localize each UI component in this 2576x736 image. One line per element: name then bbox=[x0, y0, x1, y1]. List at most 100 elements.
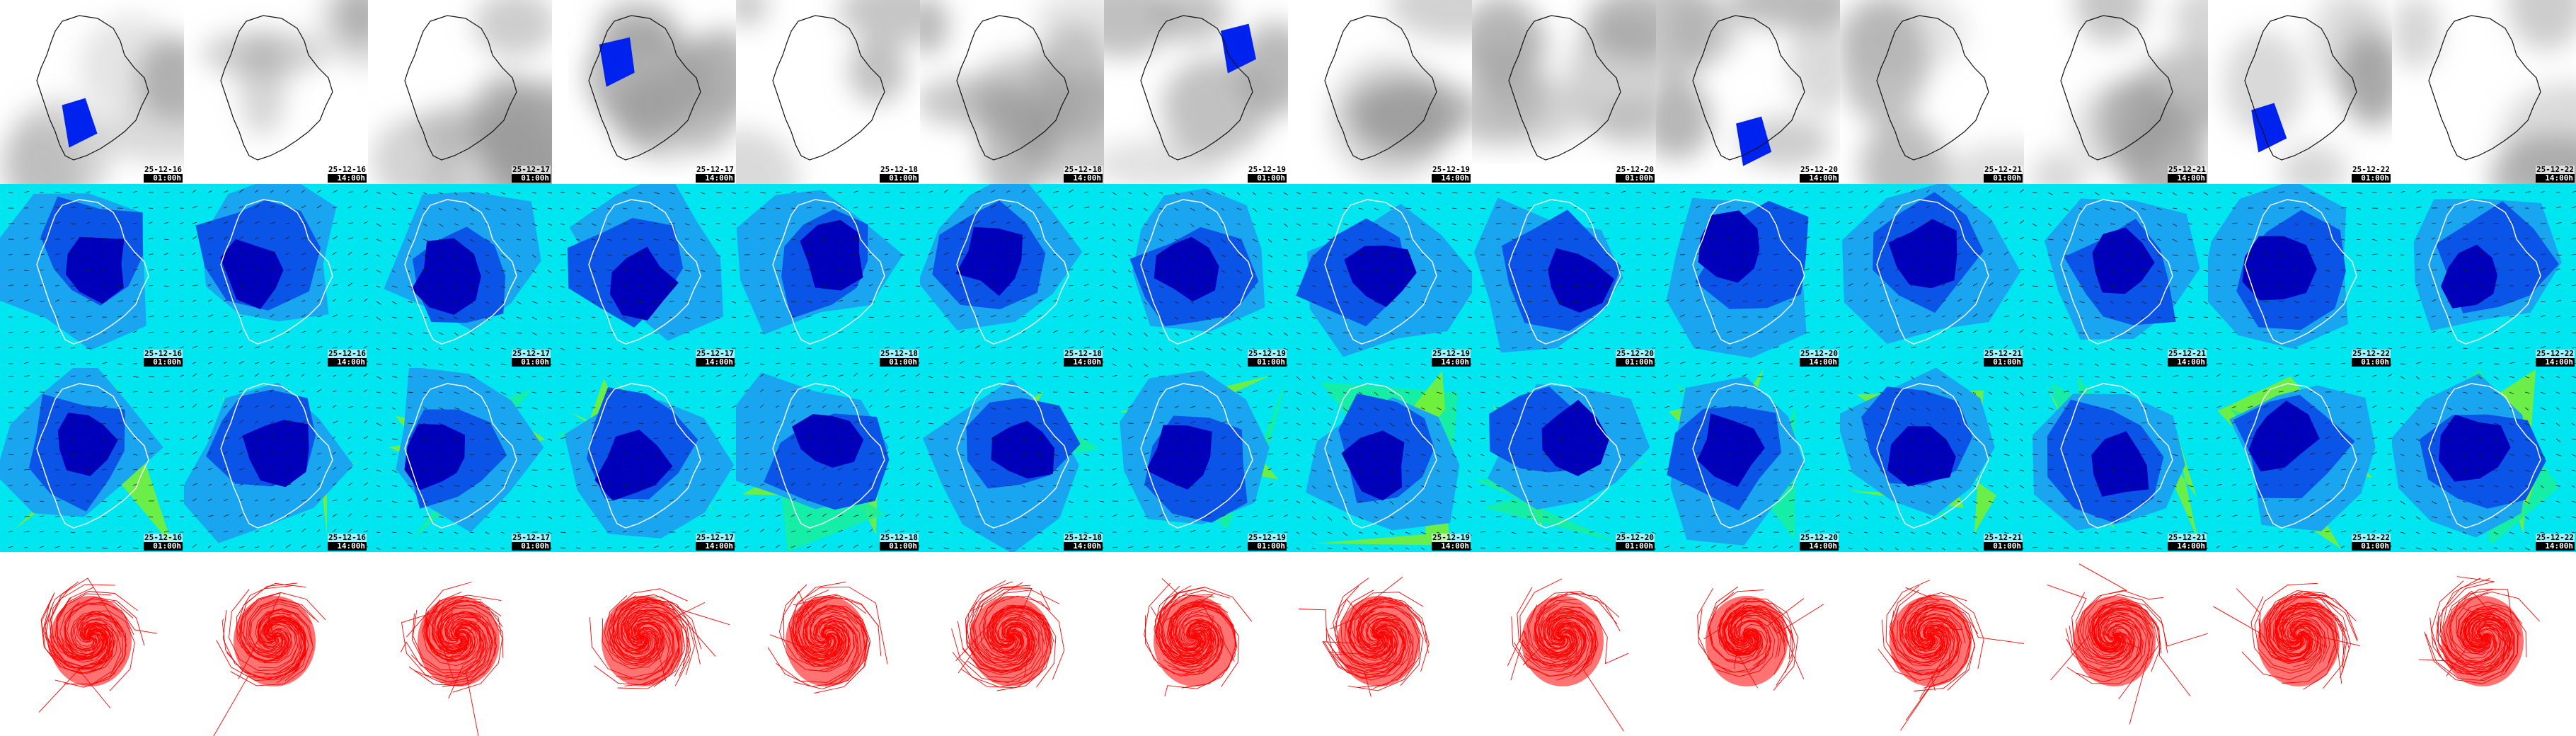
timestamp-time: 01:00h bbox=[512, 358, 551, 367]
timestamp-date: 25-12-19 bbox=[1432, 165, 1471, 174]
wind-speed-contours bbox=[2045, 198, 2200, 340]
timestamp-date: 25-12-18 bbox=[880, 533, 919, 542]
wind-speed-contours bbox=[2229, 385, 2376, 531]
wind-arrows bbox=[376, 376, 552, 550]
trajectory-bundle bbox=[1878, 580, 2024, 731]
timestamp: 25-12-18 14:00h bbox=[1064, 534, 1103, 551]
panel-map bbox=[1288, 0, 1472, 184]
timestamp: 25-12-17 14:00h bbox=[696, 534, 735, 551]
timestamp: 25-12-18 14:00h bbox=[1064, 350, 1103, 367]
panel-wind-low: 25-12-16 14:00h bbox=[184, 184, 368, 368]
panel-clouds-precip: 25-12-17 14:00h bbox=[552, 0, 736, 184]
timestamp: 25-12-21 01:00h bbox=[1984, 534, 2023, 551]
panel-clouds-precip: 25-12-16 14:00h bbox=[184, 0, 368, 184]
panel-map bbox=[736, 0, 920, 184]
timestamp-time: 01:00h bbox=[880, 174, 919, 183]
wind-arrows bbox=[1480, 190, 1656, 365]
timestamp: 25-12-21 01:00h bbox=[1984, 166, 2023, 183]
panel-map bbox=[1840, 0, 2024, 184]
timestamp: 25-12-16 01:00h bbox=[144, 350, 183, 367]
coastline bbox=[588, 383, 701, 529]
panel-map bbox=[1656, 552, 1840, 736]
panel-map bbox=[1288, 368, 1472, 552]
timestamp-time: 01:00h bbox=[144, 358, 183, 367]
trajectory-bundle bbox=[2212, 582, 2360, 690]
panel-map bbox=[1656, 368, 1840, 552]
coastline bbox=[2060, 383, 2173, 529]
timestamp-time: 14:00h bbox=[328, 174, 367, 183]
coastline bbox=[1324, 199, 1437, 345]
panel-wind-high: 25-12-17 01:00h bbox=[368, 368, 552, 552]
timestamp-date: 25-12-20 bbox=[1616, 349, 1655, 358]
panel-map bbox=[0, 368, 184, 552]
panel-map bbox=[1288, 184, 1472, 368]
timestamp-date: 25-12-20 bbox=[1616, 533, 1655, 542]
panel-clouds-precip: 25-12-19 14:00h bbox=[1288, 0, 1472, 184]
timestamp: 25-12-16 14:00h bbox=[328, 166, 367, 183]
timestamp-date: 25-12-18 bbox=[1064, 165, 1103, 174]
panel-map bbox=[1840, 184, 2024, 368]
wind-arrows bbox=[1848, 189, 2024, 364]
cloud-cover bbox=[2030, 0, 2208, 184]
timestamp-date: 25-12-22 bbox=[2352, 533, 2391, 542]
panel-wind-high: 25-12-21 01:00h bbox=[1840, 368, 2024, 552]
timestamp-date: 25-12-22 bbox=[2536, 533, 2575, 542]
timestamp-date: 25-12-16 bbox=[144, 165, 183, 174]
panel-map bbox=[0, 552, 184, 736]
panel-map bbox=[1104, 368, 1288, 552]
timestamp-time: 14:00h bbox=[1064, 358, 1103, 367]
timestamp: 25-12-19 14:00h bbox=[1432, 534, 1471, 551]
coastline bbox=[36, 383, 149, 529]
timestamp-date: 25-12-22 bbox=[2352, 349, 2391, 358]
panel-map bbox=[2208, 552, 2392, 736]
timestamp-date: 25-12-20 bbox=[1800, 165, 1839, 174]
wind-arrows bbox=[8, 374, 184, 549]
wind-arrows bbox=[2400, 376, 2576, 551]
panel-wind-high: 25-12-20 14:00h bbox=[1656, 368, 1840, 552]
coastline bbox=[1692, 199, 1805, 345]
timestamp-time: 14:00h bbox=[2168, 174, 2207, 183]
timestamp-time: 14:00h bbox=[2168, 358, 2207, 367]
coastline bbox=[956, 199, 1069, 345]
panel-wind-high: 25-12-19 14:00h bbox=[1288, 368, 1472, 552]
panel-map bbox=[184, 368, 368, 552]
panel-wind-low: 25-12-19 14:00h bbox=[1288, 184, 1472, 368]
timestamp-time: 01:00h bbox=[1616, 542, 1655, 551]
panel-map bbox=[1104, 0, 1288, 184]
panel-wind-low: 25-12-17 01:00h bbox=[368, 184, 552, 368]
timestamp-time: 14:00h bbox=[1432, 542, 1471, 551]
timestamp: 25-12-20 14:00h bbox=[1800, 166, 1839, 183]
panel-map bbox=[736, 552, 920, 736]
timestamp: 25-12-19 14:00h bbox=[1432, 350, 1471, 367]
panel-map bbox=[368, 0, 552, 184]
timestamp-date: 25-12-21 bbox=[2168, 349, 2207, 358]
cloud-cover bbox=[586, 0, 736, 161]
timestamp: 25-12-18 01:00h bbox=[880, 534, 919, 551]
panel-map bbox=[368, 552, 552, 736]
timestamp-time: 14:00h bbox=[1432, 358, 1471, 367]
wind-speed-contours bbox=[0, 368, 163, 517]
timestamp: 25-12-18 01:00h bbox=[880, 350, 919, 367]
timestamp: 25-12-16 14:00h bbox=[328, 534, 367, 551]
timestamp-date: 25-12-17 bbox=[696, 533, 735, 542]
coastline bbox=[1508, 199, 1621, 345]
coastline bbox=[2060, 15, 2173, 161]
timestamp-date: 25-12-22 bbox=[2536, 165, 2575, 174]
timestamp-time: 01:00h bbox=[512, 174, 551, 183]
panel-map bbox=[1656, 184, 1840, 368]
wind-speed-contours bbox=[1473, 197, 1623, 353]
panel-clouds-precip: 25-12-20 01:00h bbox=[1472, 0, 1656, 184]
panel-trajectories bbox=[1656, 552, 1840, 736]
coastline bbox=[404, 383, 517, 529]
wind-speed-contours bbox=[396, 368, 544, 533]
coastline bbox=[772, 199, 885, 345]
panel-map bbox=[2392, 0, 2576, 184]
coastline bbox=[772, 383, 885, 529]
panel-map bbox=[368, 184, 552, 368]
timestamp-date: 25-12-20 bbox=[1800, 533, 1839, 542]
wind-speed-contours bbox=[1306, 393, 1460, 531]
timestamp-time: 14:00h bbox=[1432, 174, 1471, 183]
timestamp: 25-12-18 01:00h bbox=[880, 166, 919, 183]
timestamp: 25-12-16 01:00h bbox=[144, 166, 183, 183]
panel-wind-low: 25-12-20 14:00h bbox=[1656, 184, 1840, 368]
